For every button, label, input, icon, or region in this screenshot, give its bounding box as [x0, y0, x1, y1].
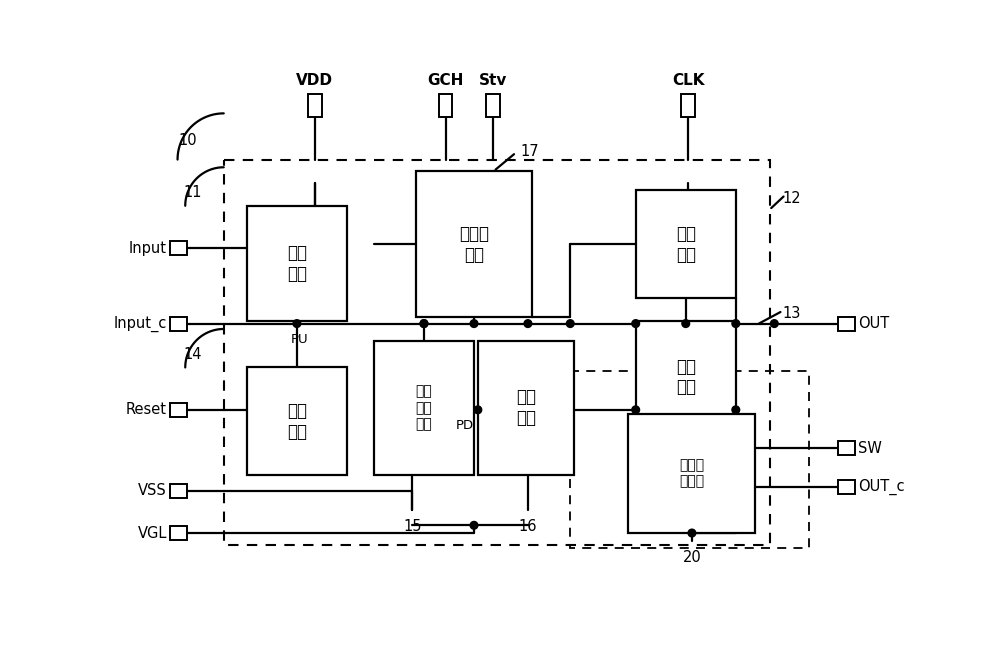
Circle shape	[688, 529, 696, 537]
Circle shape	[524, 319, 532, 327]
Bar	[170, 403, 187, 417]
Text: VDD: VDD	[296, 73, 333, 88]
Text: PU: PU	[291, 333, 309, 346]
Text: CLK: CLK	[672, 73, 704, 88]
Circle shape	[470, 522, 478, 529]
Circle shape	[293, 319, 301, 327]
Bar	[374, 340, 474, 475]
Circle shape	[566, 319, 574, 327]
Bar	[247, 206, 347, 321]
Circle shape	[770, 319, 778, 327]
Bar	[247, 367, 347, 475]
Circle shape	[420, 319, 428, 327]
Circle shape	[632, 319, 640, 327]
Text: VGL: VGL	[137, 525, 167, 541]
Circle shape	[420, 319, 428, 327]
Text: 自举
模块: 自举 模块	[676, 358, 696, 396]
Bar	[224, 159, 770, 544]
Bar	[170, 317, 187, 331]
Bar	[170, 526, 187, 540]
Text: 12: 12	[782, 191, 801, 205]
Text: GCH: GCH	[427, 73, 464, 88]
Circle shape	[732, 406, 740, 414]
Text: 14: 14	[184, 347, 202, 362]
Text: SW: SW	[858, 441, 882, 456]
Text: 10: 10	[178, 133, 197, 148]
Bar	[570, 371, 809, 548]
Text: 17: 17	[520, 144, 539, 159]
Bar	[478, 340, 574, 475]
Text: Reset: Reset	[126, 402, 167, 417]
Text: 输入
模块: 输入 模块	[287, 244, 307, 283]
Circle shape	[474, 406, 482, 414]
Bar	[486, 94, 500, 117]
Text: 下拉
控制
模块: 下拉 控制 模块	[416, 384, 432, 431]
Bar	[170, 241, 187, 255]
Bar	[681, 94, 695, 117]
Text: PD: PD	[456, 419, 474, 432]
Bar	[636, 190, 736, 298]
Circle shape	[732, 319, 740, 327]
Bar	[170, 483, 187, 498]
Bar	[838, 317, 855, 331]
Text: 回扫控
制模块: 回扫控 制模块	[679, 459, 704, 489]
Text: 复位
模块: 复位 模块	[287, 402, 307, 441]
Circle shape	[470, 319, 478, 327]
Text: 13: 13	[782, 306, 800, 321]
Text: Input_c: Input_c	[113, 316, 167, 332]
Text: OUT_c: OUT_c	[858, 479, 905, 495]
Text: Input: Input	[129, 241, 167, 256]
Text: 下拉
模块: 下拉 模块	[516, 388, 536, 427]
Text: OUT: OUT	[858, 316, 889, 331]
Bar	[838, 441, 855, 455]
Text: VSS: VSS	[138, 483, 167, 498]
Text: Stv: Stv	[479, 73, 507, 88]
Bar	[838, 480, 855, 494]
Bar	[628, 414, 755, 533]
Text: 11: 11	[184, 185, 202, 200]
Text: 16: 16	[519, 519, 537, 534]
Text: 15: 15	[403, 519, 422, 534]
Bar	[636, 321, 736, 433]
Bar	[308, 94, 322, 117]
Circle shape	[632, 406, 640, 414]
Text: 20: 20	[683, 550, 701, 565]
Bar	[416, 171, 532, 318]
Text: 初始化
模块: 初始化 模块	[459, 225, 489, 264]
Circle shape	[682, 319, 690, 327]
Bar	[439, 94, 452, 117]
Text: 上拉
模块: 上拉 模块	[676, 225, 696, 264]
